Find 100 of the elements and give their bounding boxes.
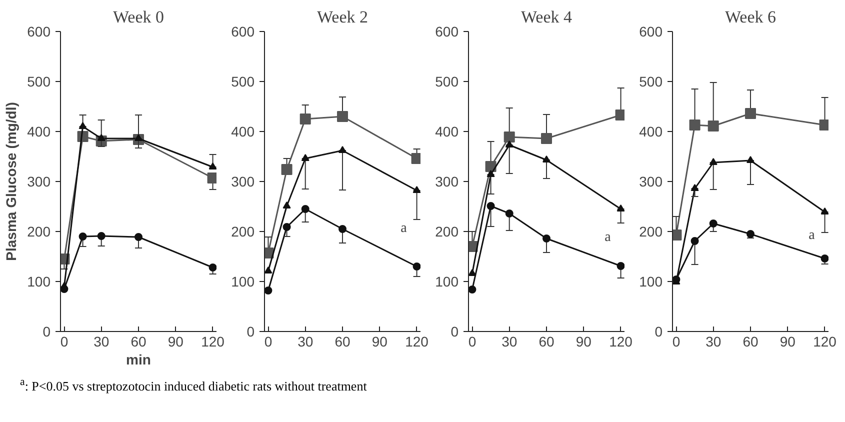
point	[689, 120, 700, 130]
chart-title: Week 2	[316, 8, 368, 26]
y-tick-label: 100	[435, 274, 459, 290]
y-tick-label: 400	[27, 124, 51, 140]
point	[134, 233, 142, 241]
y-tick-label: 400	[639, 124, 663, 140]
point	[690, 184, 699, 192]
point	[338, 146, 346, 154]
y-tick-label: 0	[654, 324, 663, 340]
y-tick-label: 300	[27, 174, 51, 190]
y-tick-label: 600	[435, 24, 459, 40]
point	[820, 254, 828, 262]
point	[505, 140, 514, 148]
point	[412, 186, 420, 194]
x-tick-label: 60	[742, 334, 758, 350]
point	[412, 262, 420, 270]
text: $^{a}$: P<0.05 vs streptozotocin induced diabetic rats without treatment	[20, 375, 367, 396]
point	[468, 286, 476, 294]
y-tick-label: 600	[27, 24, 51, 40]
point	[97, 134, 106, 142]
annotation: a	[808, 228, 816, 243]
x-tick-label: 30	[94, 334, 110, 350]
point	[708, 120, 719, 132]
y-tick-label: 400	[435, 124, 459, 140]
point	[542, 234, 550, 242]
x-tick-label: 90	[168, 334, 184, 350]
y-tick-label: 200	[27, 224, 51, 240]
y-tick-label: 200	[639, 224, 663, 240]
x-tick-label: 60	[334, 334, 350, 350]
point	[134, 134, 142, 142]
y-tick-label: 0	[450, 324, 459, 340]
y-tick-label: 200	[435, 224, 459, 240]
point	[486, 170, 495, 178]
y-tick-label: 600	[231, 24, 255, 40]
point	[208, 162, 216, 170]
x-tick-label: 90	[576, 334, 592, 350]
chart-title: Week 4	[520, 8, 573, 26]
point	[264, 248, 274, 258]
y-tick-label: 300	[639, 174, 663, 190]
point	[541, 133, 552, 144]
point	[468, 241, 478, 252]
point	[745, 108, 756, 119]
y-tick-label: 400	[231, 124, 255, 140]
x-tick-label: 120	[405, 334, 429, 350]
y-tick-label: 300	[435, 174, 459, 190]
point	[301, 205, 310, 213]
y-tick-label: 500	[27, 74, 51, 90]
point	[709, 158, 718, 166]
point	[746, 230, 754, 238]
y-tick-label: 0	[42, 324, 51, 340]
y-tick-label: 100	[231, 274, 255, 290]
point	[207, 172, 216, 184]
point	[542, 155, 550, 163]
point	[78, 122, 87, 130]
point	[616, 204, 624, 212]
x-tick-label: 30	[502, 334, 518, 350]
y-tick-label: 100	[639, 274, 663, 290]
point	[338, 225, 346, 233]
point	[264, 266, 272, 274]
point	[282, 223, 291, 231]
x-tick-label: 120	[201, 334, 225, 350]
point	[468, 268, 476, 276]
x-tick-label: 90	[372, 334, 388, 350]
point	[672, 230, 682, 240]
x-tick-label: 120	[813, 334, 837, 350]
point	[282, 201, 291, 209]
point	[820, 207, 828, 215]
point	[208, 264, 216, 272]
x-tick-label: 90	[780, 334, 796, 350]
point	[505, 210, 514, 218]
point	[337, 111, 348, 122]
y-tick-label: 500	[435, 74, 459, 90]
point	[300, 114, 311, 124]
x-tick-label: 0	[672, 334, 680, 350]
point	[819, 120, 828, 130]
annotation: a	[400, 221, 408, 236]
y-tick-label: 0	[246, 324, 255, 340]
point	[486, 202, 495, 210]
x-tick-label: 120	[609, 334, 633, 350]
point	[411, 153, 420, 164]
chart-title: Week 0	[112, 8, 164, 26]
point	[60, 285, 68, 293]
y-tick-label: 600	[639, 24, 663, 40]
point	[616, 262, 624, 270]
x-tick-label: 30	[298, 334, 314, 350]
point	[78, 232, 87, 240]
point	[709, 220, 718, 228]
point	[690, 237, 699, 245]
point	[504, 132, 515, 142]
y-tick-label: 200	[231, 224, 255, 240]
y-axis-title: Plasma Glucose (mg/dl)	[3, 102, 20, 261]
y-tick-label: 100	[27, 274, 51, 290]
point	[746, 156, 754, 164]
x-tick-label: 0	[468, 334, 476, 350]
y-tick-label: 500	[231, 74, 255, 90]
x-tick-label: 0	[60, 334, 68, 350]
x-tick-label: 30	[706, 334, 722, 350]
x-tick-label: 0	[264, 334, 272, 350]
chart-title: Week 6	[724, 8, 776, 26]
x-tick-label: 60	[538, 334, 554, 350]
